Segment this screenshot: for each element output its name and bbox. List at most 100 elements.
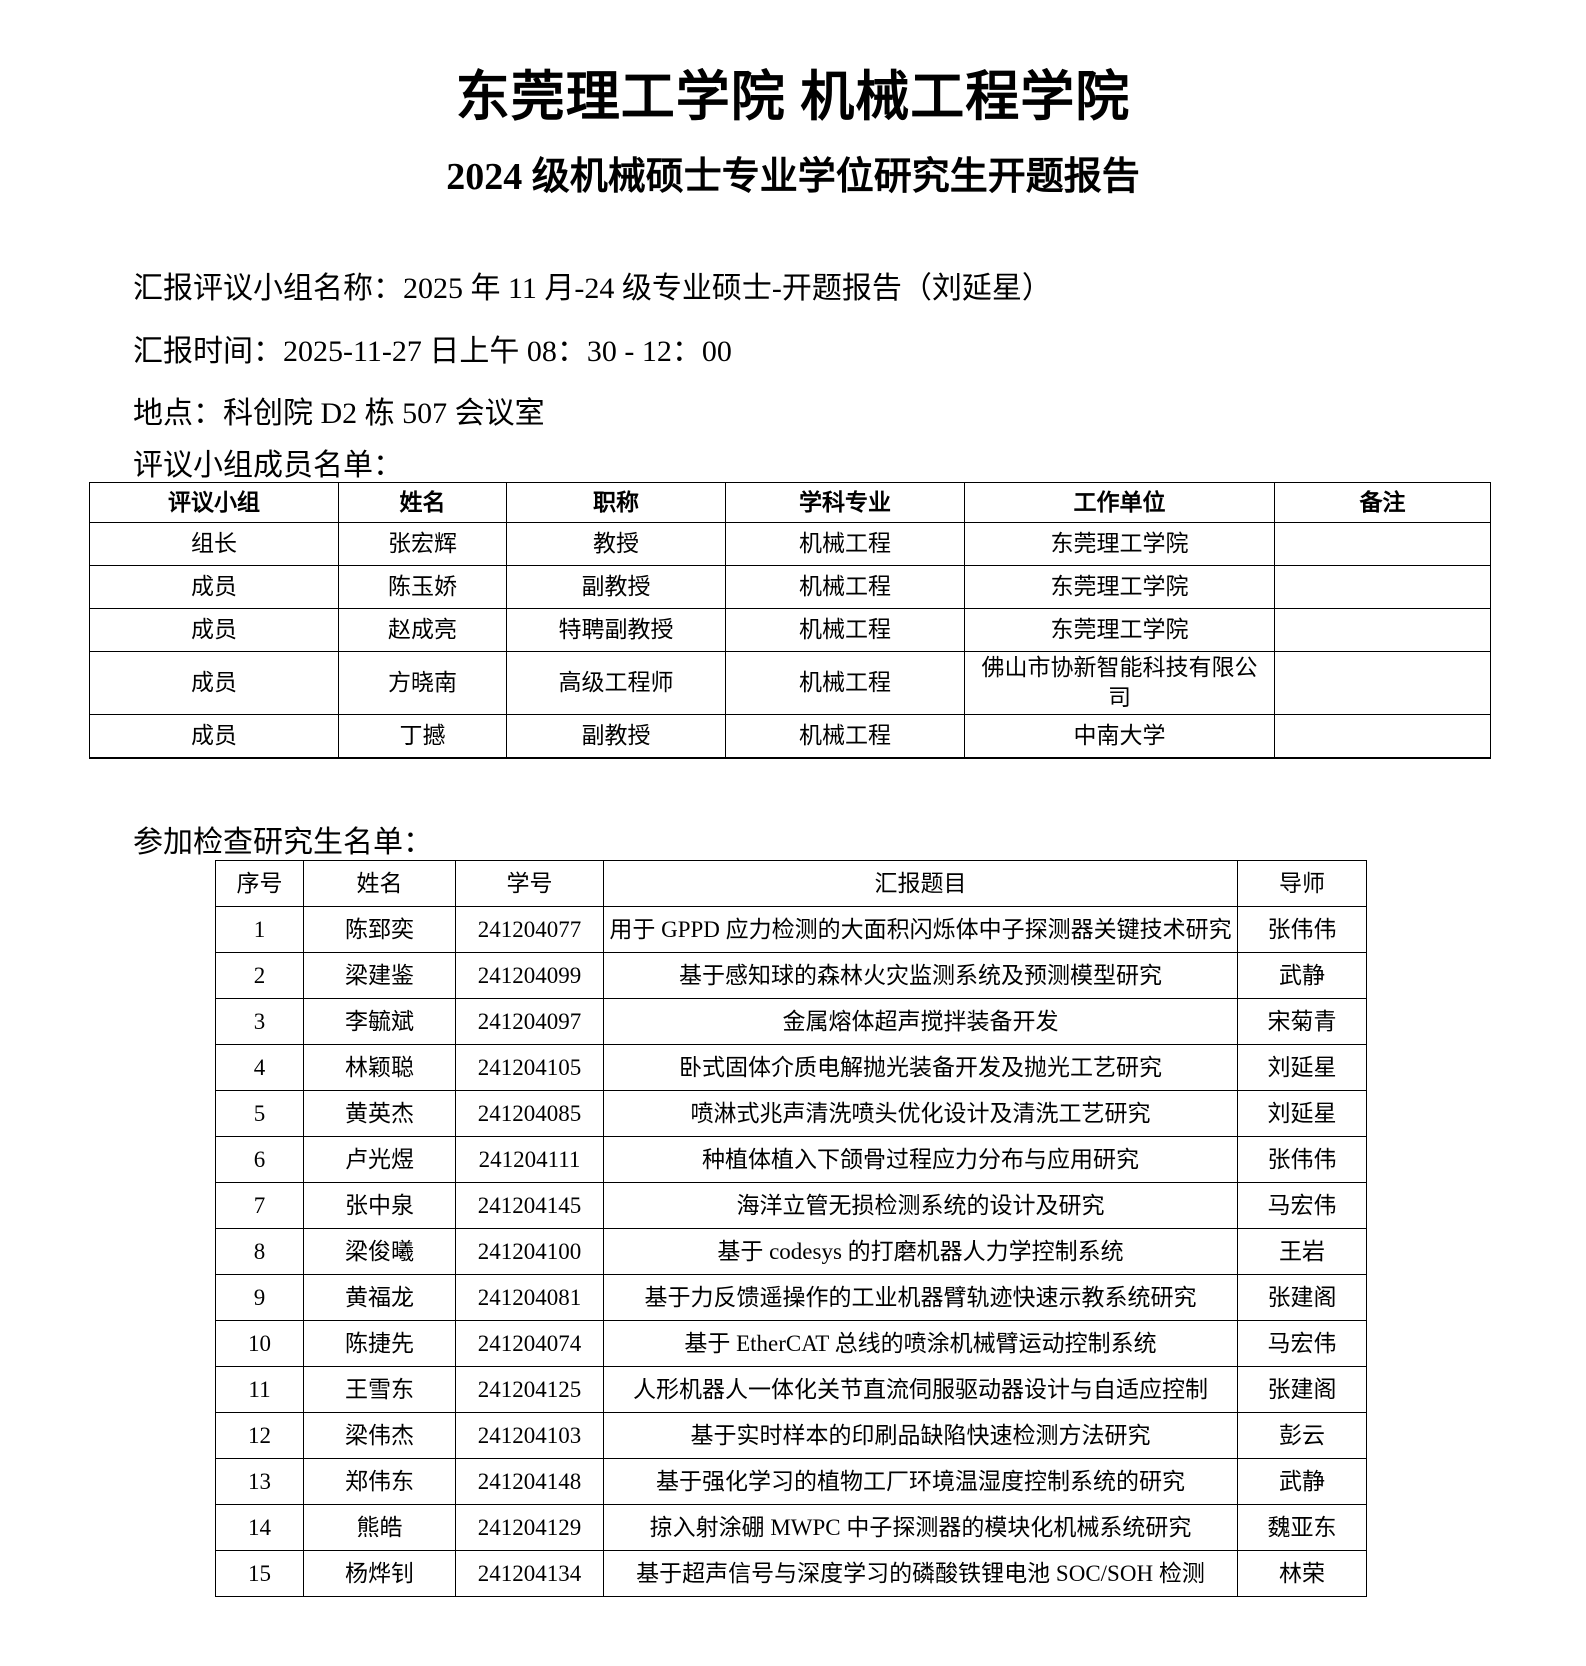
table-row: 1 陈郅奕 241204077 用于 GPPD 应力检测的大面积闪烁体中子探测器关键技… [215,906,1367,953]
table-cell: 15 [215,1550,304,1597]
table-cell: 12 [215,1412,304,1459]
table-cell: 陈捷先 [303,1320,456,1367]
table-row: 12 梁伟杰 241204103 基于实时样本的印刷品缺陷快速检测方法研究 彭云 [215,1412,1367,1459]
table-cell: 教授 [506,522,726,566]
table-cell: 梁俊曦 [303,1228,456,1275]
table-row: 8 梁俊曦 241204100 基于 codesys 的打磨机器人力学控制系统 王岩 [215,1228,1367,1275]
column-header: 工作单位 [964,482,1275,523]
table-cell: 武静 [1237,952,1367,999]
table-row: 6 卢光煜 241204111 种植体植入下颌骨过程应力分布与应用研究 张伟伟 [215,1136,1367,1183]
table-row: 2 梁建鉴 241204099 基于感知球的森林火灾监测系统及预测模型研究 武静 [215,952,1367,999]
table-row: 7 张中泉 241204145 海洋立管无损检测系统的设计及研究 马宏伟 [215,1182,1367,1229]
table-cell: 宋菊青 [1237,998,1367,1045]
table-cell: 241204145 [455,1182,604,1229]
table-cell: 杨烨钊 [303,1550,456,1597]
table-cell: 海洋立管无损检测系统的设计及研究 [603,1182,1238,1229]
table-cell: 陈郅奕 [303,906,456,953]
table-cell: 刘延星 [1237,1044,1367,1091]
table-cell: 241204074 [455,1320,604,1367]
table-cell: 东莞理工学院 [964,522,1275,566]
column-header: 备注 [1274,482,1491,523]
table-row: 10 陈捷先 241204074 基于 EtherCAT 总线的喷涂机械臂运动控制系统… [215,1320,1367,1367]
table-cell: 东莞理工学院 [964,565,1275,609]
table-cell: 机械工程 [725,565,965,609]
table-cell: 241204134 [455,1550,604,1597]
table-cell: 8 [215,1228,304,1275]
document-subtitle: 2024 级机械硕士专业学位研究生开题报告 [446,156,1140,198]
table-row: 成员 陈玉娇 副教授 机械工程 东莞理工学院 [89,565,1491,609]
table-cell: 卢光煜 [303,1136,456,1183]
panel-table: 评议小组 姓名 职称 学科专业 工作单位 备注 组长 张宏辉 教授 机械工程 东莞理工学院 成员 陈玉… [89,482,1491,759]
table-cell: 组长 [89,522,339,566]
table-cell: 11 [215,1366,304,1413]
table-cell: 241204081 [455,1274,604,1321]
table-row: 4 林颖聪 241204105 卧式固体介质电解抛光装备开发及抛光工艺研究 刘延星 [215,1044,1367,1091]
table-cell: 机械工程 [725,522,965,566]
table-cell: 彭云 [1237,1412,1367,1459]
table-cell: 13 [215,1458,304,1505]
table-cell: 机械工程 [725,608,965,652]
table-cell: 王岩 [1237,1228,1367,1275]
table-cell: 中南大学 [964,714,1275,759]
table-cell: 14 [215,1504,304,1551]
column-header: 导师 [1237,860,1367,907]
table-cell: 张宏辉 [338,522,507,566]
table-row: 15 杨烨钊 241204134 基于超声信号与深度学习的磷酸铁锂电池 SOC/SOH… [215,1550,1367,1597]
table-cell: 241204148 [455,1458,604,1505]
table-cell: 基于 codesys 的打磨机器人力学控制系统 [603,1228,1238,1275]
table-cell: 241204103 [455,1412,604,1459]
table-row: 14 熊皓 241204129 掠入射涂硼 MWPC 中子探测器的模块化机械系统研究魏… [215,1504,1367,1551]
table-cell: 熊皓 [303,1504,456,1551]
table-cell: 副教授 [506,565,726,609]
table-cell: 梁伟杰 [303,1412,456,1459]
table-row: 11 王雪东 241204125 人形机器人一体化关节直流伺服驱动器设计与自适应控制张… [215,1366,1367,1413]
table-cell: 张建阁 [1237,1274,1367,1321]
table-cell: 副教授 [506,714,726,759]
table-cell [1274,651,1491,715]
table-cell: 7 [215,1182,304,1229]
table-cell: 241204077 [455,906,604,953]
table-row: 组长 张宏辉 教授 机械工程 东莞理工学院 [89,522,1491,566]
table-cell: 梁建鉴 [303,952,456,999]
group-name-line: 汇报评议小组名称：2025 年 11 月-24 级专业硕士-开题报告（刘延星） [133,272,1052,305]
table-cell: 基于感知球的森林火灾监测系统及预测模型研究 [603,952,1238,999]
table-cell: 刘延星 [1237,1090,1367,1137]
table-cell: 特聘副教授 [506,608,726,652]
table-row: 3 李毓斌 241204097 金属熔体超声搅拌装备开发 宋菊青 [215,998,1367,1045]
table-cell: 人形机器人一体化关节直流伺服驱动器设计与自适应控制 [603,1366,1238,1413]
table-cell: 赵成亮 [338,608,507,652]
table-cell: 机械工程 [725,714,965,759]
table-cell: 成员 [89,714,339,759]
table-cell: 241204105 [455,1044,604,1091]
table-row: 成员 丁撼 副教授 机械工程 中南大学 [89,714,1491,759]
table-cell: 3 [215,998,304,1045]
table-cell: 241204111 [455,1136,604,1183]
table-cell: 林荣 [1237,1550,1367,1597]
table-cell: 2 [215,952,304,999]
table-cell: 高级工程师 [506,651,726,715]
column-header: 姓名 [338,482,507,523]
table-cell: 马宏伟 [1237,1182,1367,1229]
column-header: 评议小组 [89,482,339,523]
students-heading: 参加检查研究生名单： [133,826,433,859]
table-cell: 241204085 [455,1090,604,1137]
table-row: 9 黄福龙 241204081 基于力反馈遥操作的工业机器臂轨迹快速示教系统研究 张建阁 [215,1274,1367,1321]
table-row: 13 郑伟东 241204148 基于强化学习的植物工厂环境温湿度控制系统的研究 武静 [215,1458,1367,1505]
table-cell: 喷淋式兆声清洗喷头优化设计及清洗工艺研究 [603,1090,1238,1137]
table-cell: 张伟伟 [1237,906,1367,953]
table-cell: 241204100 [455,1228,604,1275]
time-line: 汇报时间：2025-11-27 日上午 08：30 - 12：00 [133,335,732,368]
table-cell: 1 [215,906,304,953]
table-header-row: 序号 姓名 学号 汇报题目 导师 [215,860,1367,907]
table-cell: 卧式固体介质电解抛光装备开发及抛光工艺研究 [603,1044,1238,1091]
table-cell: 5 [215,1090,304,1137]
table-cell: 掠入射涂硼 MWPC 中子探测器的模块化机械系统研究 [603,1504,1238,1551]
column-header: 汇报题目 [603,860,1238,907]
table-cell [1274,522,1491,566]
table-header-row: 评议小组 姓名 职称 学科专业 工作单位 备注 [89,482,1491,523]
table-cell: 东莞理工学院 [964,608,1275,652]
table-cell: 4 [215,1044,304,1091]
table-cell: 方晓南 [338,651,507,715]
table-cell: 241204099 [455,952,604,999]
location-line: 地点：科创院 D2 栋 507 会议室 [133,397,545,430]
